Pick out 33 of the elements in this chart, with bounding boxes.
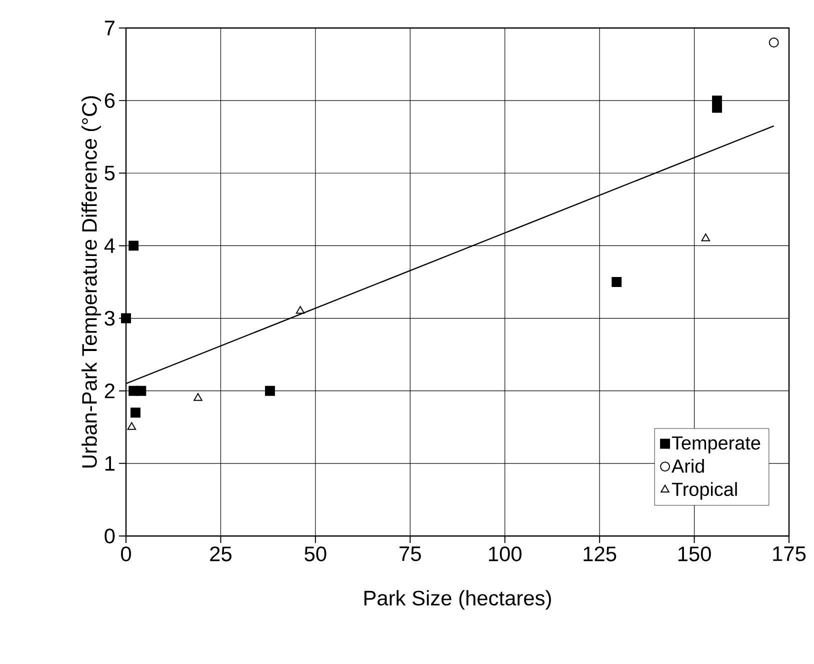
point: [128, 240, 139, 251]
y-tick-label: 1: [105, 456, 114, 471]
point: [264, 386, 275, 396]
point: [612, 277, 622, 287]
legend-label: Temperate: [672, 436, 760, 454]
point: [121, 313, 131, 324]
point: [194, 393, 202, 401]
y-tick-label: 5: [104, 166, 115, 180]
point: [701, 233, 710, 242]
point: [130, 408, 140, 418]
y-tick-label: 6: [104, 93, 115, 108]
x-axis-title: Park Size (hectares): [364, 590, 551, 610]
legend-label: Tropical: [672, 482, 737, 500]
point: [768, 38, 779, 48]
y-tick-label: 4: [104, 238, 115, 253]
legend-label: Arid: [672, 458, 704, 473]
x-tick-label: 125: [584, 546, 616, 562]
y-axis-title: Urban-Park Temperature Difference (°C): [82, 96, 102, 468]
x-tick-label: 0: [121, 546, 132, 562]
point: [712, 102, 722, 113]
y-tick-label: 3: [104, 310, 115, 326]
point: [136, 386, 146, 396]
x-tick-label: 175: [773, 546, 806, 562]
y-tick-label: 7: [104, 20, 114, 36]
x-tick-label: 50: [304, 546, 326, 562]
point: [127, 422, 136, 430]
point: [296, 306, 305, 314]
y-tick-label: 0: [104, 528, 115, 544]
x-tick-label: 100: [489, 546, 522, 562]
y-tick-label: 2: [104, 384, 114, 398]
x-tick-label: 150: [678, 546, 711, 562]
x-tick-label: 75: [400, 546, 421, 562]
x-tick-label: 25: [210, 546, 232, 562]
